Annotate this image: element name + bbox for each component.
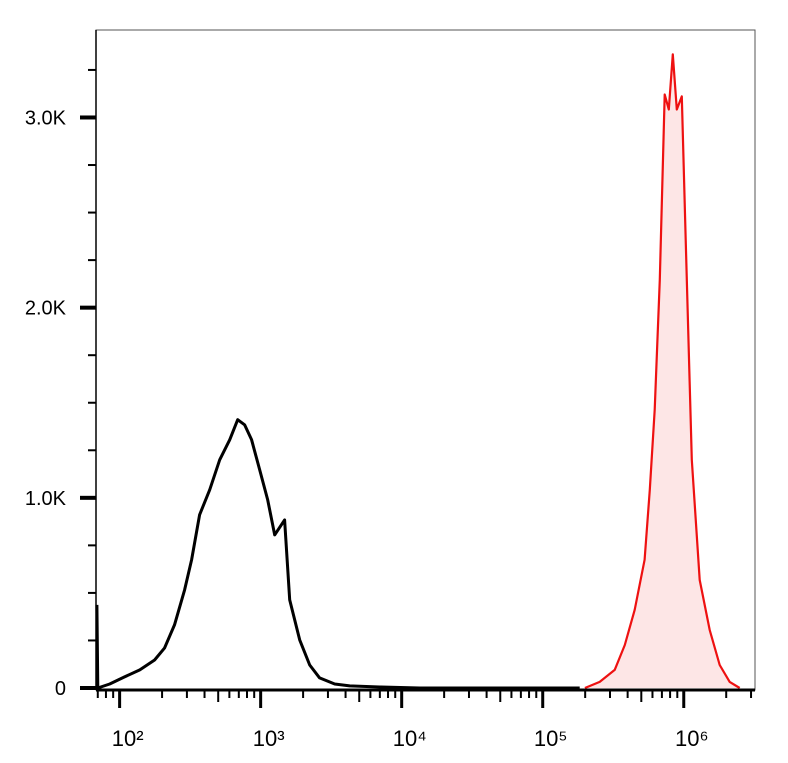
x-tick-label: 10²	[112, 726, 144, 751]
y-tick-label: 2.0K	[25, 298, 67, 320]
x-tick-label: 10³	[253, 726, 285, 751]
histogram-line	[584, 53, 741, 690]
x-tick-label: 10⁵	[534, 726, 568, 751]
x-tick-label: 10⁴	[393, 726, 427, 751]
histogram-area	[584, 54, 740, 689]
y-tick-label: 1.0K	[25, 488, 67, 510]
y-tick-label: 0	[55, 678, 66, 700]
histogram-line	[95, 418, 580, 690]
x-tick-label: 10⁶	[675, 726, 709, 751]
y-tick-label: 3.0K	[25, 107, 67, 129]
